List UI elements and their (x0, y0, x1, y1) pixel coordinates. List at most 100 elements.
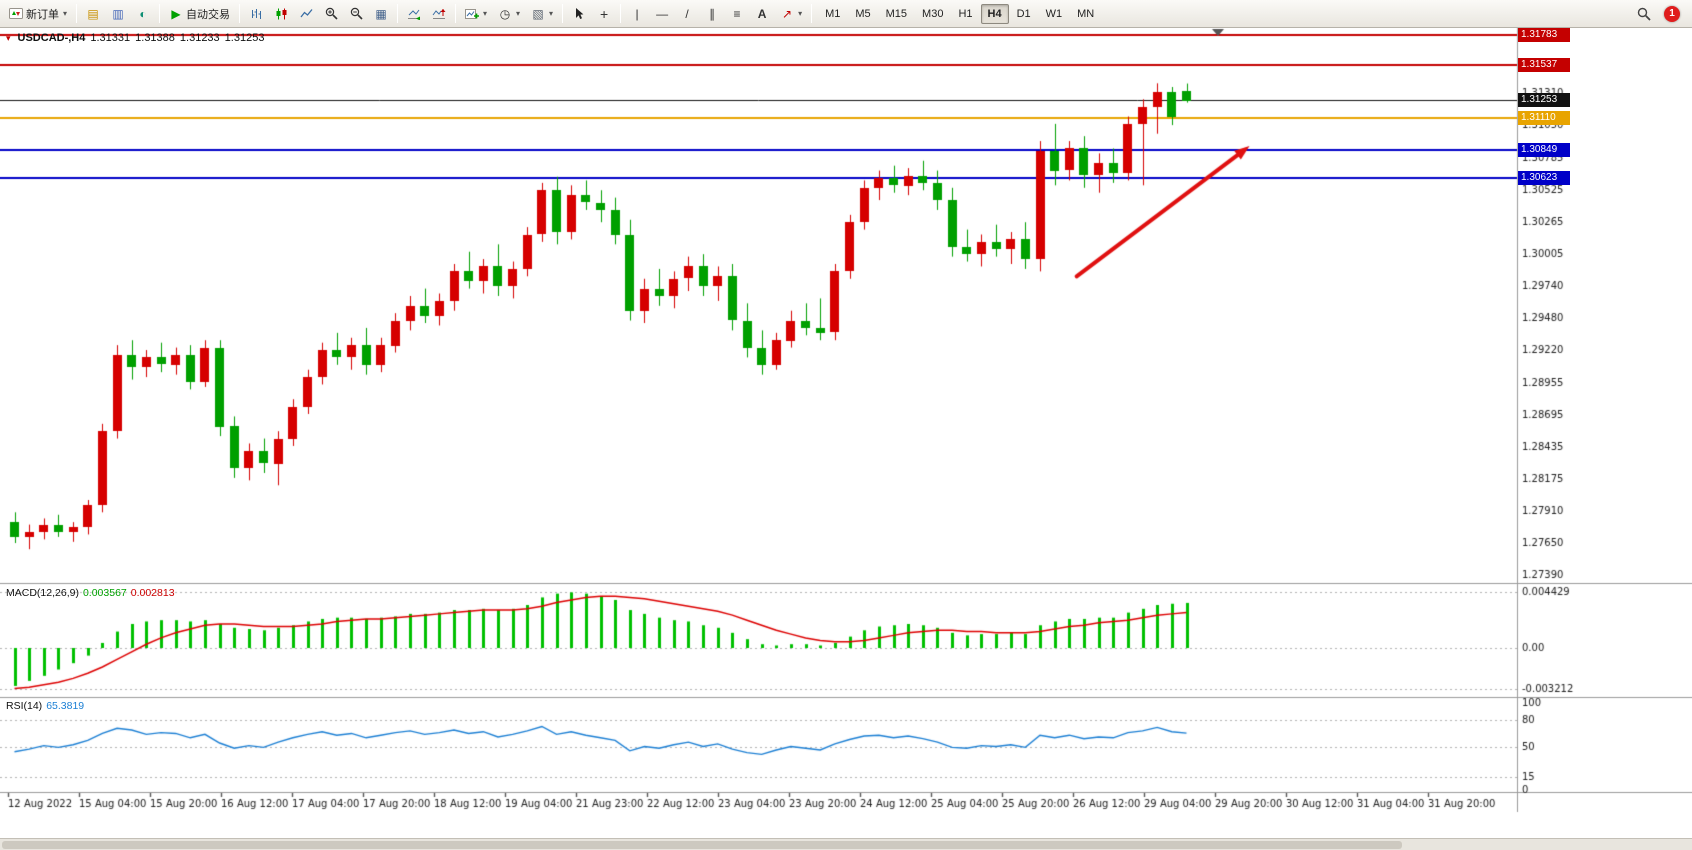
chart-shift-icon (432, 8, 446, 19)
zoom-in-button[interactable] (319, 3, 343, 25)
rsi-indicator-label: RSI(14) 65.3819 (6, 700, 84, 712)
price-line-label-1.30849: 1.30849 (1518, 143, 1570, 157)
open-value: 1.31331 (90, 32, 131, 44)
tile-windows-button[interactable]: ▦ (369, 3, 393, 25)
trendline-tool-button[interactable]: / (675, 3, 699, 25)
timeframe-toolbar: M1 M5 M15 M30 H1 H4 D1 W1 MN (818, 3, 1101, 24)
cursor-icon (576, 8, 584, 19)
data-window-icon: ▥ (112, 6, 124, 21)
trendline-icon: / (685, 6, 689, 21)
bar-chart-icon (251, 8, 261, 19)
text-tool-button[interactable]: A (750, 3, 774, 25)
macd-signal-value: 0.002813 (130, 587, 175, 599)
symbol-period-label: USDCAD-,H4 (17, 32, 86, 44)
data-window-button[interactable]: ▥ (106, 3, 130, 25)
chart-title: ▾ USDCAD-,H4 1.31331 1.31388 1.31233 1.3… (6, 32, 264, 44)
bar-chart-mode-button[interactable] (244, 3, 268, 25)
toolbar-separator (455, 4, 457, 23)
chart-shift-button[interactable] (427, 3, 451, 25)
horizontal-line-tool-button[interactable]: — (650, 3, 674, 25)
search-icon (1637, 7, 1651, 21)
toolbar-separator (239, 4, 241, 23)
chevron-down-icon: ▾ (63, 9, 68, 18)
price-line-label-1.31783: 1.31783 (1518, 28, 1570, 42)
arrows-tool-button[interactable]: ↗ ▾ (775, 3, 807, 25)
timeframe-button-d1[interactable]: D1 (1016, 7, 1031, 20)
timeframe-button-m1[interactable]: M1 (825, 7, 841, 20)
price-line-label-1.30623: 1.30623 (1518, 171, 1570, 185)
toolbar-separator (562, 4, 564, 23)
fibonacci-icon: ≡ (733, 6, 741, 21)
zoom-in-icon (325, 7, 338, 20)
search-button[interactable] (1632, 3, 1656, 25)
navigator-icon: ◐ (139, 6, 147, 21)
zoom-out-button[interactable] (344, 3, 368, 25)
candlestick-icon (276, 8, 287, 19)
cursor-tool-button[interactable] (567, 3, 591, 25)
auto-scroll-icon (408, 9, 421, 20)
autotrading-icon: ▶ (171, 6, 181, 21)
notification-badge[interactable]: 1 (1664, 5, 1680, 22)
macd-indicator-label: MACD(12,26,9) 0.003567 0.002813 (6, 587, 175, 599)
autotrading-button[interactable]: ▶ 自动交易 (164, 3, 235, 25)
chevron-down-icon: ▾ (798, 9, 803, 18)
candlestick-mode-button[interactable] (269, 3, 293, 25)
horizontal-scrollbar[interactable] (0, 838, 1692, 850)
one-click-trading-toggle[interactable]: ▾ (6, 33, 11, 43)
clock-icon: ◷ (499, 6, 511, 21)
chevron-down-icon: ▾ (516, 9, 521, 18)
line-chart-icon (300, 8, 313, 17)
channel-tool-button[interactable]: ∥ (700, 3, 724, 25)
toolbar-right-group: 1 (1632, 3, 1688, 25)
low-value: 1.31233 (179, 32, 220, 44)
channel-icon: ∥ (709, 6, 716, 21)
toolbar-separator (397, 4, 399, 23)
timeframe-button-h1[interactable]: H1 (958, 7, 973, 20)
periods-button[interactable]: ◷ ▾ (493, 3, 525, 25)
timeframe-button-m5[interactable]: M5 (855, 7, 871, 20)
fibonacci-tool-button[interactable]: ≡ (725, 3, 749, 25)
chart-window: ▾ USDCAD-,H4 1.31331 1.31388 1.31233 1.3… (0, 28, 1692, 838)
timeframe-button-h4[interactable]: H4 (980, 3, 1009, 24)
zoom-out-icon (350, 7, 363, 20)
text-tool-icon: A (757, 6, 767, 21)
toolbar-separator (76, 4, 78, 23)
line-chart-mode-button[interactable] (294, 3, 318, 25)
crosshair-tool-button[interactable]: + (592, 3, 616, 25)
macd-name: MACD(12,26,9) (6, 587, 79, 599)
timeframe-button-m30[interactable]: M30 (922, 7, 944, 20)
horizontal-line-icon: — (656, 6, 669, 21)
high-value: 1.31388 (135, 32, 175, 44)
auto-scroll-button[interactable] (402, 3, 426, 25)
price-line-label-1.31110: 1.31110 (1518, 111, 1570, 125)
new-order-icon (9, 8, 23, 19)
vertical-line-icon: | (635, 6, 639, 21)
toolbar-separator (159, 4, 161, 23)
macd-main-value: 0.003567 (82, 587, 127, 599)
rsi-value: 65.3819 (46, 700, 85, 712)
price-line-label-1.31253: 1.31253 (1518, 93, 1570, 107)
vertical-line-tool-button[interactable]: | (625, 3, 649, 25)
timeframe-button-w1[interactable]: W1 (1045, 7, 1063, 20)
templates-button[interactable]: ▧ ▾ (526, 3, 558, 25)
new-order-button[interactable]: 新订单 ▾ (4, 3, 72, 25)
price-chart-canvas[interactable] (0, 28, 1692, 838)
toolbar-separator (811, 4, 813, 23)
close-value: 1.31253 (224, 32, 265, 44)
arrow-tool-icon: ↗ (782, 6, 793, 21)
timeframe-button-m15[interactable]: M15 (885, 7, 908, 20)
navigator-button[interactable]: ◐ (131, 3, 155, 25)
new-chart-button[interactable]: ▾ (460, 3, 492, 25)
main-toolbar: 新订单 ▾ ▤ ▥ ◐ ▶ 自动交易 (0, 0, 1692, 28)
market-watch-icon: ▤ (87, 6, 99, 21)
template-icon: ▧ (532, 6, 544, 21)
crosshair-icon: + (599, 5, 609, 22)
timeframe-button-mn[interactable]: MN (1077, 7, 1095, 20)
chevron-down-icon: ▾ (549, 9, 554, 18)
autotrading-label: 自动交易 (186, 8, 231, 21)
new-order-label: 新订单 (26, 8, 59, 21)
price-line-label-1.31537: 1.31537 (1518, 58, 1570, 72)
rsi-name: RSI(14) (6, 700, 43, 712)
scrollbar-thumb[interactable] (2, 841, 1402, 849)
market-watch-button[interactable]: ▤ (81, 3, 105, 25)
